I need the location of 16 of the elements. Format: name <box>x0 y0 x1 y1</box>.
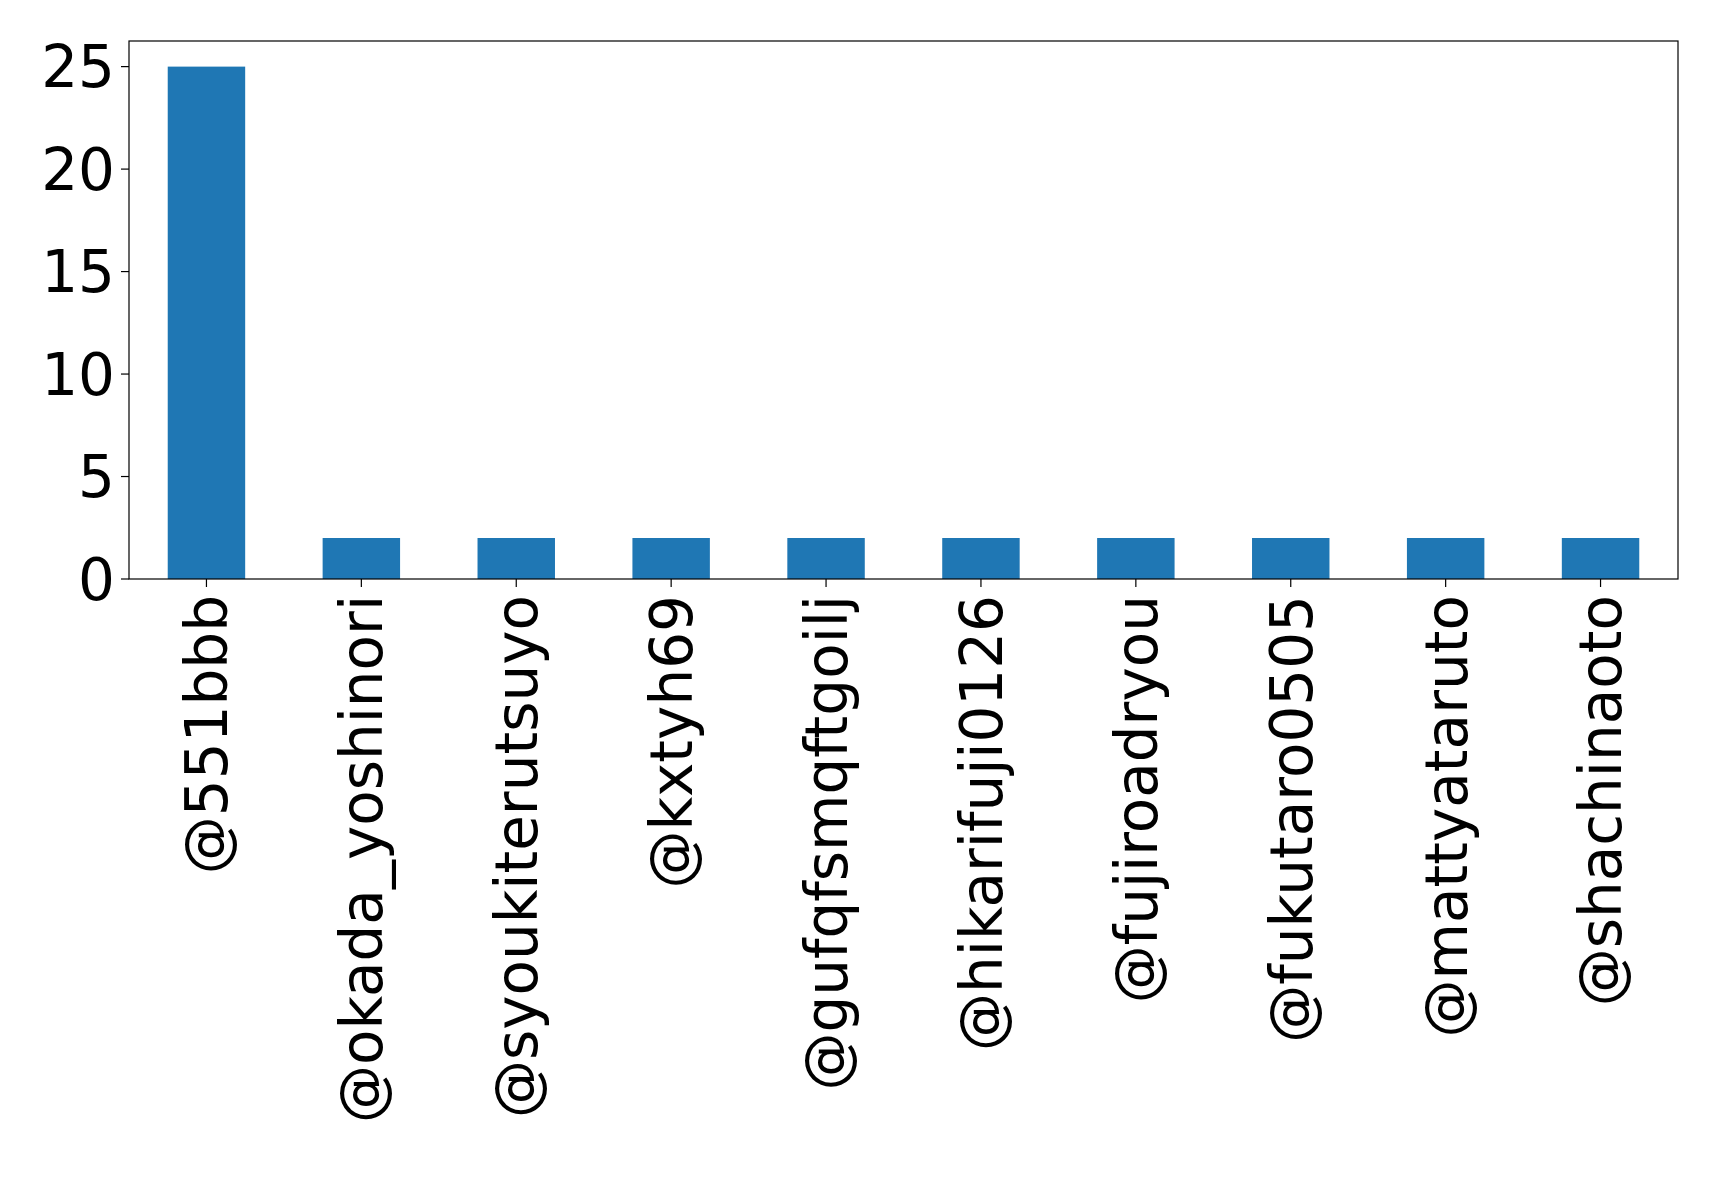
x-tick-label: @fujiroadryou <box>1102 595 1171 1004</box>
x-tick-label: @syoukiterutsuyo <box>483 595 552 1119</box>
x-tick-label: @mattyataruto <box>1412 595 1481 1038</box>
x-tick-label: @551bbb <box>173 595 242 875</box>
x-tick-label: @gufqfsmqftgoilj <box>792 595 861 1091</box>
x-tick-label: @hikarifuji0126 <box>947 595 1016 1051</box>
y-tick-label: 0 <box>78 545 115 614</box>
y-tick-label: 20 <box>41 135 115 204</box>
y-tick-label: 5 <box>78 443 115 512</box>
y-tick-label: 15 <box>41 238 115 307</box>
x-tick-label: @shachinaoto <box>1567 595 1636 1007</box>
x-tick-label: @okada_yoshinori <box>328 595 397 1124</box>
x-tick-label: @kxtyh69 <box>638 595 707 889</box>
y-tick-label: 25 <box>41 33 115 102</box>
x-tick-label: @fukutaro0505 <box>1257 595 1326 1043</box>
y-tick-label: 10 <box>41 340 115 409</box>
